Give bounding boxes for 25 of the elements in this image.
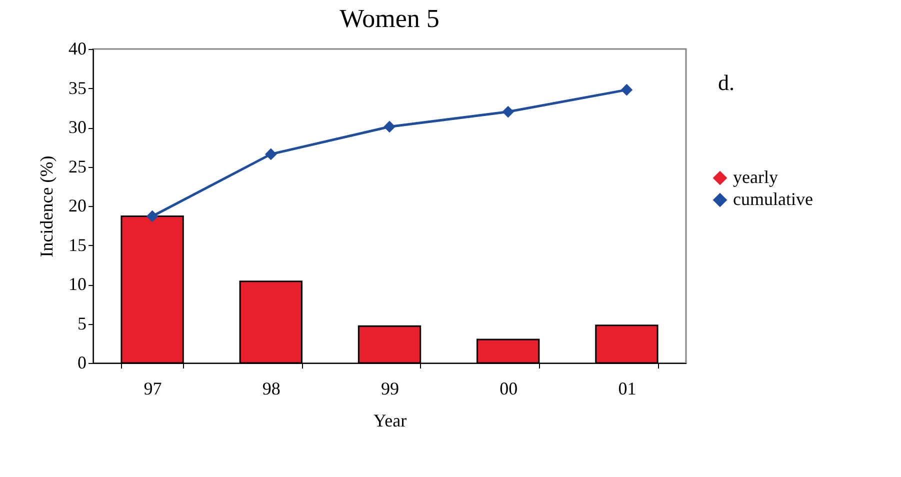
y-tick-label: 25: [68, 156, 86, 176]
x-tick-label: 97: [144, 378, 162, 398]
point: [264, 148, 277, 160]
y-tick-label: 30: [68, 117, 86, 137]
y-tick-label: 0: [78, 352, 86, 372]
y-axis-title: Incidence (%): [36, 156, 56, 258]
text: d.: [718, 70, 734, 96]
point: [620, 84, 633, 96]
y-tick-label: 5: [78, 313, 86, 334]
y-tick-label: 20: [68, 196, 86, 216]
y-tick-label: 35: [68, 78, 86, 98]
y-tick-label: 15: [68, 234, 86, 255]
x-tick-label: 99: [381, 378, 399, 398]
point: [146, 210, 158, 222]
point: [502, 106, 514, 118]
x-axis-title: Year: [373, 410, 407, 430]
x-tick-label: 01: [618, 378, 636, 398]
x-tick-label: 00: [500, 378, 518, 398]
y-tick-label: 10: [68, 274, 86, 294]
x-tick-label: 98: [262, 378, 280, 398]
chart-title: Women 5: [340, 4, 440, 33]
point: [384, 120, 396, 133]
legend-label: yearly: [733, 167, 778, 187]
y-tick-label: 40: [68, 38, 86, 58]
legend-label: cumulative: [733, 189, 813, 209]
